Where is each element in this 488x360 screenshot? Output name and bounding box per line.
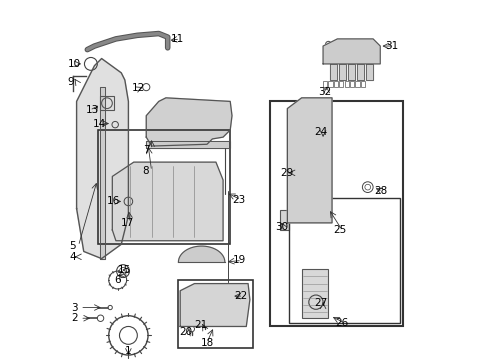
Bar	[328, 81, 332, 87]
Polygon shape	[77, 59, 128, 258]
Bar	[301, 269, 328, 318]
Text: 16: 16	[107, 197, 120, 206]
Polygon shape	[178, 246, 224, 262]
Text: 6: 6	[114, 275, 121, 285]
Polygon shape	[347, 64, 354, 80]
Polygon shape	[112, 162, 223, 241]
Text: 7: 7	[142, 145, 149, 155]
Polygon shape	[180, 284, 249, 327]
Text: 28: 28	[373, 186, 386, 197]
Polygon shape	[339, 64, 346, 80]
Text: 15: 15	[118, 265, 131, 275]
Text: 12: 12	[132, 83, 145, 93]
Text: 13: 13	[85, 105, 99, 115]
Text: 29: 29	[280, 168, 293, 178]
Polygon shape	[365, 64, 372, 80]
Text: 8: 8	[142, 166, 149, 176]
Text: 11: 11	[171, 34, 184, 44]
Bar	[100, 96, 114, 111]
Text: 31: 31	[385, 41, 398, 51]
Bar	[344, 81, 348, 87]
Bar	[354, 81, 359, 87]
Text: 23: 23	[231, 195, 245, 204]
Text: 27: 27	[313, 298, 327, 308]
Text: 30: 30	[274, 222, 287, 232]
Text: 22: 22	[234, 291, 247, 301]
Text: 10: 10	[67, 59, 81, 69]
Text: 21: 21	[193, 320, 206, 330]
Bar	[178, 280, 253, 348]
Text: 18: 18	[200, 338, 213, 347]
Bar	[98, 130, 230, 244]
Polygon shape	[146, 98, 231, 146]
Bar	[349, 81, 353, 87]
Text: 32: 32	[317, 87, 330, 98]
Polygon shape	[146, 141, 230, 148]
Text: 17: 17	[121, 218, 134, 228]
Polygon shape	[323, 39, 380, 64]
Text: 1: 1	[125, 346, 131, 356]
Polygon shape	[356, 64, 364, 80]
Text: 14: 14	[93, 118, 106, 129]
Text: 25: 25	[332, 225, 346, 235]
Bar	[323, 81, 326, 87]
Polygon shape	[287, 98, 331, 223]
Bar	[288, 198, 399, 323]
Bar	[280, 210, 288, 230]
Text: 2: 2	[71, 313, 78, 323]
Text: 3: 3	[71, 302, 78, 312]
Text: 26: 26	[335, 318, 348, 328]
Text: 20: 20	[179, 327, 192, 337]
Text: 19: 19	[233, 255, 246, 265]
Text: 5: 5	[69, 241, 76, 251]
Polygon shape	[100, 87, 105, 258]
Bar	[339, 81, 343, 87]
Bar	[269, 102, 403, 327]
Bar	[360, 81, 364, 87]
Bar	[333, 81, 337, 87]
Text: 24: 24	[313, 127, 327, 137]
Polygon shape	[329, 64, 337, 80]
Text: 4: 4	[69, 252, 76, 262]
Text: 9: 9	[67, 77, 74, 87]
